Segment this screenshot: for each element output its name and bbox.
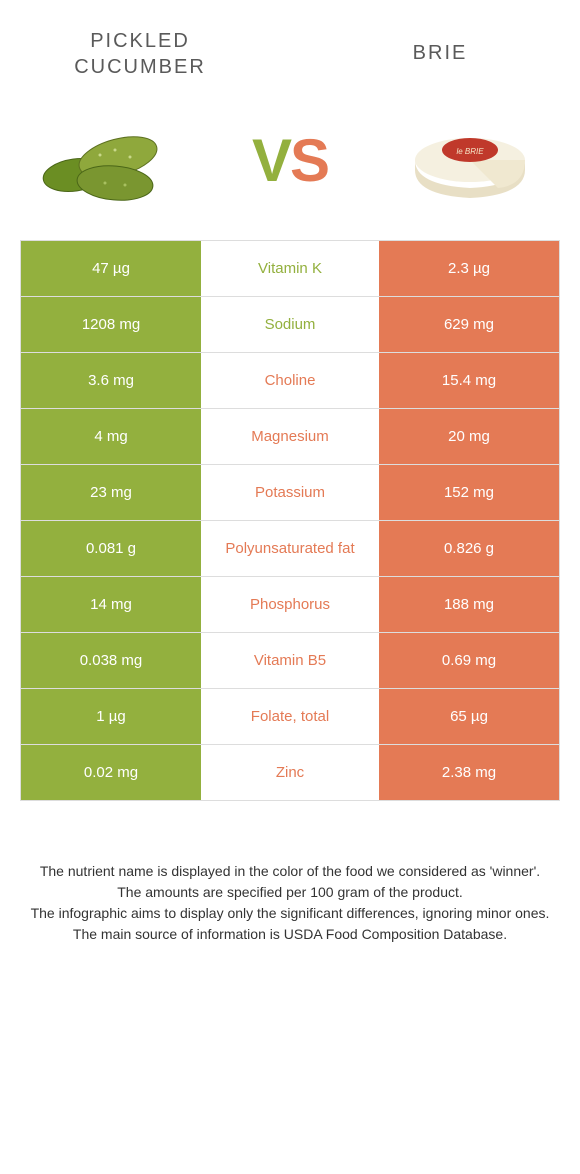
value-right: 20 mg [379,409,559,464]
value-right: 0.826 g [379,521,559,576]
table-row: 3.6 mg Choline 15.4 mg [21,353,559,409]
value-left: 1 µg [21,689,201,744]
footer-line: The infographic aims to display only the… [30,903,550,924]
nutrient-label: Zinc [201,745,379,800]
value-right: 0.69 mg [379,633,559,688]
nutrient-label: Sodium [201,297,379,352]
value-right: 2.3 µg [379,241,559,296]
table-row: 1208 mg Sodium 629 mg [21,297,559,353]
table-row: 23 mg Potassium 152 mg [21,465,559,521]
value-right: 152 mg [379,465,559,520]
value-left: 0.081 g [21,521,201,576]
footer-line: The amounts are specified per 100 gram o… [30,882,550,903]
value-left: 47 µg [21,241,201,296]
value-left: 0.038 mg [21,633,201,688]
value-left: 3.6 mg [21,353,201,408]
food-title-left: PICKLED CUCUMBER [40,28,240,80]
vs-text: VS [252,126,328,195]
table-row: 0.038 mg Vitamin B5 0.69 mg [21,633,559,689]
food-title-right: BRIE [340,28,540,80]
table-row: 14 mg Phosphorus 188 mg [21,577,559,633]
images-row: VS le BRIE [0,90,580,240]
nutrient-label: Vitamin K [201,241,379,296]
nutrient-label: Phosphorus [201,577,379,632]
footer-notes: The nutrient name is displayed in the co… [0,801,580,965]
header: PICKLED CUCUMBER BRIE [0,0,580,90]
table-row: 47 µg Vitamin K 2.3 µg [21,241,559,297]
nutrient-table: 47 µg Vitamin K 2.3 µg 1208 mg Sodium 62… [20,240,560,801]
vs-s-letter: S [290,127,328,194]
table-row: 4 mg Magnesium 20 mg [21,409,559,465]
value-right: 2.38 mg [379,745,559,800]
svg-text:le BRIE: le BRIE [456,147,484,156]
table-row: 0.081 g Polyunsaturated fat 0.826 g [21,521,559,577]
brie-image: le BRIE [400,110,540,210]
nutrient-label: Folate, total [201,689,379,744]
nutrient-label: Polyunsaturated fat [201,521,379,576]
vs-v-letter: V [252,127,290,194]
nutrient-label: Potassium [201,465,379,520]
value-right: 188 mg [379,577,559,632]
footer-line: The nutrient name is displayed in the co… [30,861,550,882]
value-right: 65 µg [379,689,559,744]
value-right: 629 mg [379,297,559,352]
value-left: 23 mg [21,465,201,520]
nutrient-label: Choline [201,353,379,408]
value-left: 0.02 mg [21,745,201,800]
table-row: 0.02 mg Zinc 2.38 mg [21,745,559,801]
table-row: 1 µg Folate, total 65 µg [21,689,559,745]
nutrient-label: Magnesium [201,409,379,464]
value-left: 1208 mg [21,297,201,352]
pickled-cucumber-image [40,110,180,210]
nutrient-label: Vitamin B5 [201,633,379,688]
value-right: 15.4 mg [379,353,559,408]
footer-line: The main source of information is USDA F… [30,924,550,945]
value-left: 4 mg [21,409,201,464]
value-left: 14 mg [21,577,201,632]
